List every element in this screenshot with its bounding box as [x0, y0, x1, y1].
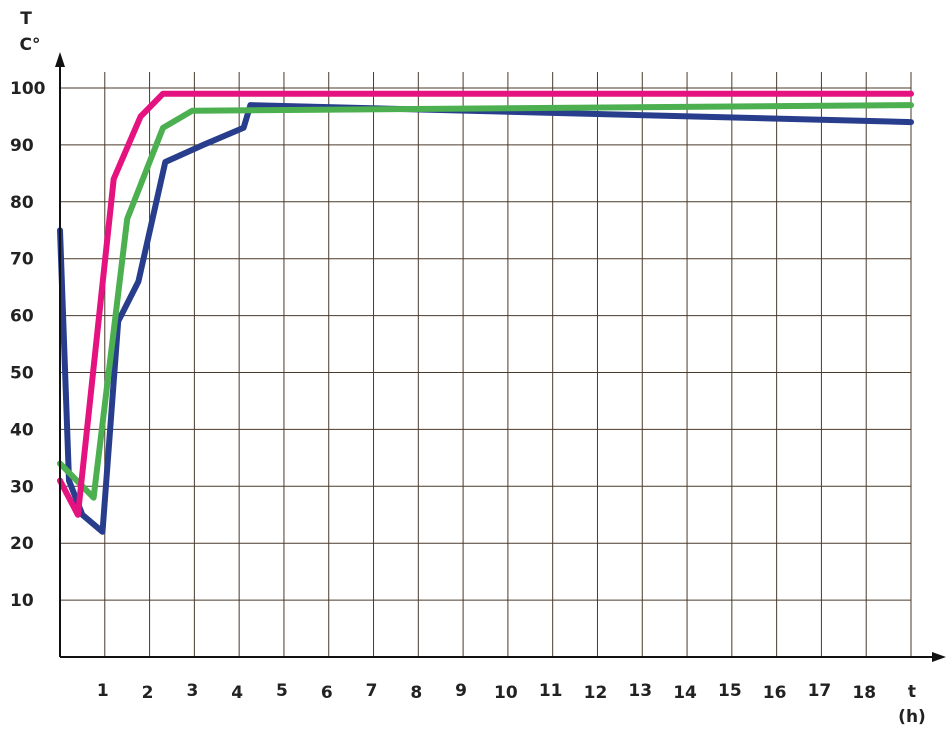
y-tick-label: 90	[10, 136, 34, 156]
x-tick-label: 7	[366, 681, 378, 701]
x-axis-label: t	[908, 682, 916, 702]
x-axis-arrow	[932, 652, 946, 662]
x-tick-label: 2	[142, 683, 154, 703]
x-tick-label: 3	[186, 681, 198, 701]
series-line-2	[57, 102, 914, 501]
series-line-3	[57, 90, 914, 518]
x-tick-label: 16	[763, 683, 787, 703]
x-tick-label: 10	[494, 683, 518, 703]
y-tick-label: 100	[10, 79, 46, 99]
y-tick-label: 50	[10, 364, 34, 384]
y-tick-label: 20	[10, 534, 34, 554]
y-tick-labels: 10 20 30 40 50 60 70 80 90 100	[10, 79, 46, 611]
series-line-1	[57, 102, 914, 535]
x-tick-label: 9	[455, 681, 467, 701]
x-tick-label: 18	[852, 683, 876, 703]
y-axis-unit: C°	[20, 35, 41, 55]
grid-lines	[60, 72, 912, 657]
y-tick-label: 70	[10, 250, 34, 270]
x-tick-label: 5	[276, 681, 288, 701]
x-tick-label: 6	[321, 683, 333, 703]
series-lines	[57, 90, 914, 535]
x-tick-label: 17	[808, 681, 832, 701]
x-tick-label: 12	[584, 683, 608, 703]
x-tick-label: 14	[673, 683, 697, 703]
x-tick-labels: 1 2 3 4 5 6 7 8 9 10 11 12 13 14 15 16 17 18	[97, 681, 876, 703]
axes	[55, 52, 946, 662]
x-tick-label: 1	[97, 681, 109, 701]
x-tick-label: 15	[718, 681, 742, 701]
y-tick-label: 60	[10, 307, 34, 327]
x-tick-label: 11	[539, 681, 563, 701]
y-tick-label: 10	[10, 591, 34, 611]
y-axis-arrow	[55, 52, 65, 67]
y-tick-label: 40	[10, 420, 34, 440]
x-tick-label: 8	[410, 683, 422, 703]
x-axis-unit: (h)	[898, 707, 926, 727]
x-tick-label: 13	[628, 681, 652, 701]
y-tick-label: 30	[10, 477, 34, 497]
x-tick-label: 4	[231, 683, 243, 703]
y-tick-label: 80	[10, 193, 34, 213]
y-axis-label: T	[20, 9, 32, 29]
